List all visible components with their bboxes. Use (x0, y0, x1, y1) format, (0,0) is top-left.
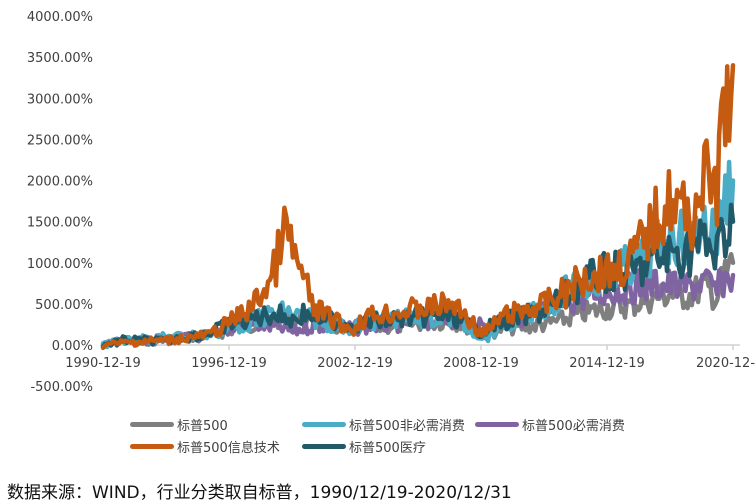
y-tick-label: 3500.00% (27, 51, 93, 66)
y-tick-label: 3000.00% (27, 92, 93, 107)
legend-label: 标普500非必需消费 (349, 419, 465, 434)
y-tick-label: -500.00% (30, 380, 93, 395)
line-chart: 4000.00% 3500.00% 3000.00% 2500.00% 2000.00%… (27, 10, 755, 395)
legend-swatch (302, 444, 346, 449)
legend-swatch (130, 422, 174, 427)
series-lines (100, 63, 736, 351)
legend-swatch (302, 422, 346, 427)
y-axis-labels: 4000.00% 3500.00% 3000.00% 2500.00% 2000.00%… (27, 10, 93, 395)
legend-item-information-technology: 标普500信息技术 (130, 437, 280, 456)
x-tick-label: 2020-12- (696, 356, 755, 371)
legend-label: 标普500 (177, 419, 228, 434)
legend-label: 标普500信息技术 (177, 441, 280, 456)
legend-label: 标普500必需消费 (522, 419, 625, 434)
legend-swatch (130, 444, 174, 449)
legend-item-sp500: 标普500 (130, 415, 228, 434)
x-tick-label: 1990-12-19 (65, 356, 141, 371)
x-tick-label: 2002-12-19 (317, 356, 393, 371)
legend-item-health-care: 标普500医疗 (302, 437, 426, 456)
y-tick-label: 2500.00% (27, 133, 93, 148)
y-tick-label: 2000.00% (27, 175, 93, 190)
y-tick-label: 0.00% (52, 339, 93, 354)
x-tick-label: 1996-12-19 (191, 356, 267, 371)
x-tick-label: 2014-12-19 (569, 356, 645, 371)
y-tick-label: 1500.00% (27, 216, 93, 231)
x-tick-label: 2008-12-19 (443, 356, 519, 371)
legend-item-consumer-staples: 标普500必需消费 (475, 415, 625, 434)
y-tick-label: 1000.00% (27, 257, 93, 272)
series-line (100, 63, 736, 351)
legend-swatch (475, 422, 519, 427)
x-axis-labels: 1990-12-19 1996-12-19 2002-12-19 2008-12-19… (65, 345, 755, 371)
data-source-note: 数据来源：WIND，行业分类取自标普，1990/12/19-2020/12/31 (7, 483, 512, 503)
y-tick-label: 4000.00% (27, 10, 93, 25)
y-tick-label: 500.00% (35, 298, 93, 313)
legend-item-consumer-discretionary: 标普500非必需消费 (302, 415, 465, 434)
legend-label: 标普500医疗 (349, 441, 426, 456)
